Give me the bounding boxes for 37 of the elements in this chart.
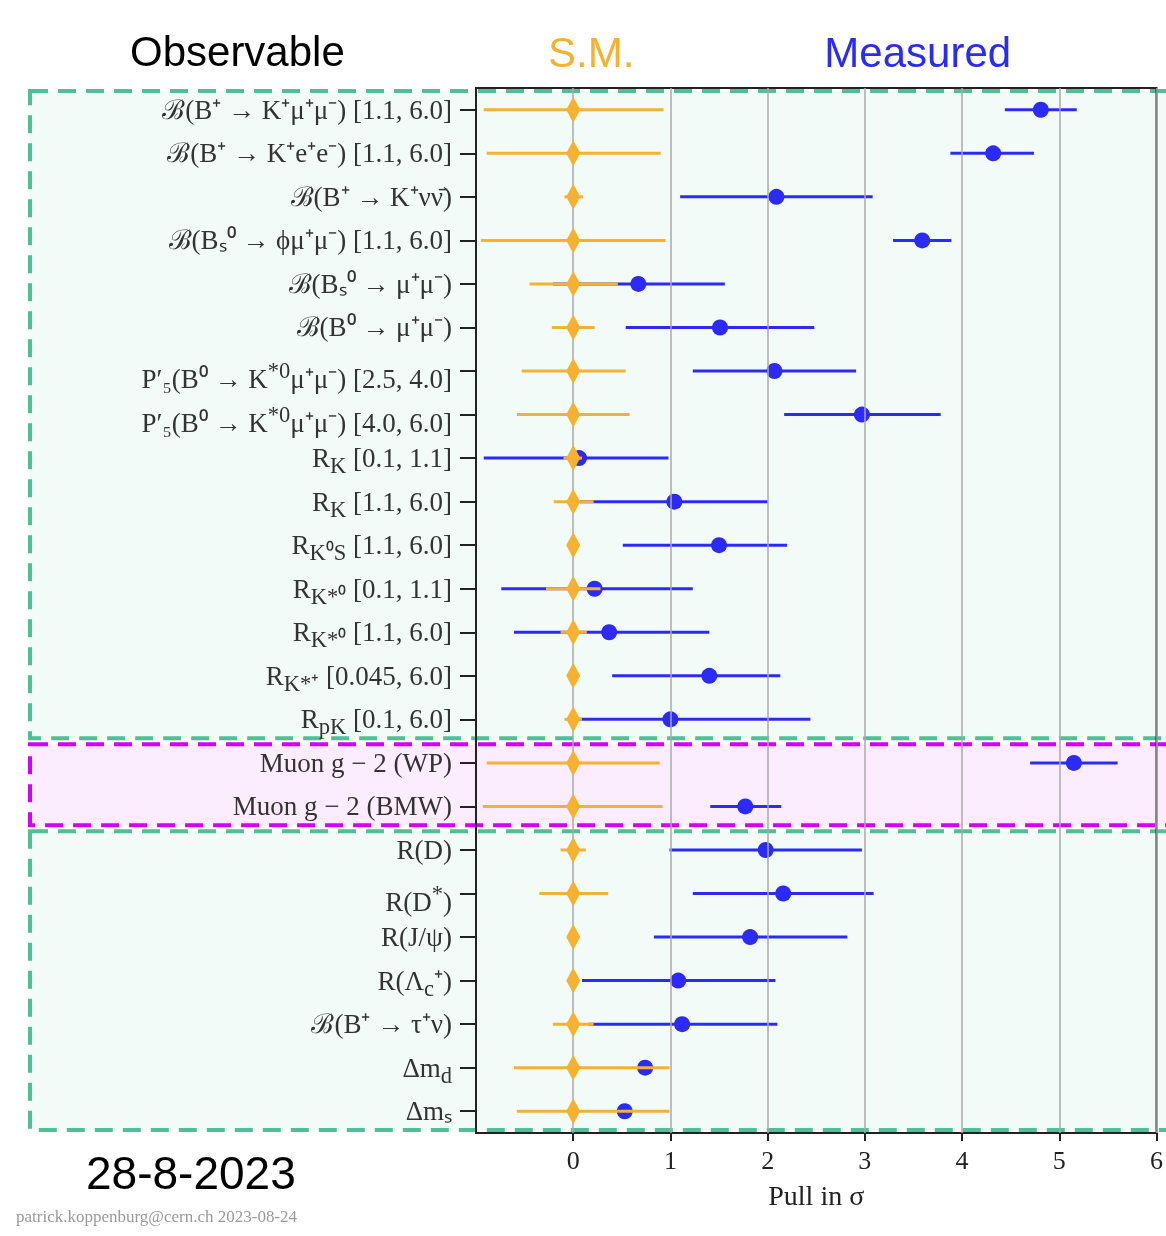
y-tick-label: R$_{K⁰S}$ [1.1, 6.0]: [291, 529, 452, 566]
y-tick-label: Δmₛ: [405, 1095, 452, 1128]
x-tick-label: 4: [955, 1145, 969, 1175]
text: patrick.koppenburg@cern.ch 2023-08-24: [16, 1207, 298, 1226]
y-tick-label: ℬ(Bₛ⁰ → ϕμ⁺μ⁻) [1.1, 6.0]: [168, 224, 452, 257]
y-tick-label: Muon g − 2 (WP): [259, 746, 452, 779]
x-tick-label: 5: [1052, 1145, 1066, 1175]
y-tick-label: ℬ(B⁺ → K⁺μ⁺μ⁻) [1.1, 6.0]: [162, 93, 452, 126]
y-tick-label: R(D): [396, 833, 452, 866]
series-label: S.M.: [548, 28, 635, 76]
y-tick-label: R(J/ψ): [381, 921, 452, 954]
y-tick-label: R$_{pK}$ [0.1, 6.0]: [300, 703, 452, 740]
x-axis-title: Pull in σ: [768, 1179, 865, 1211]
y-tick-label: ℬ(B⁺ → K⁺e⁺e⁻) [1.1, 6.0]: [167, 137, 452, 170]
y-axis-title: Observable: [130, 27, 345, 75]
y-tick-label: ℬ(Bₛ⁰ → μ⁺μ⁻): [288, 267, 452, 300]
x-tick-label: 0: [566, 1145, 580, 1175]
x-tick-label: 2: [761, 1145, 775, 1175]
y-tick-label: R$_{K*⁰}$ [0.1, 1.1]: [292, 572, 452, 610]
y-tick-label: ℬ(B⁺ → K⁺νν̄): [290, 180, 452, 213]
y-tick-label: R$_{K*⁺}$ [0.045, 6.0]: [265, 659, 452, 697]
x-tick-label: 3: [858, 1145, 872, 1175]
x-tick-label: 1: [663, 1145, 677, 1175]
y-tick-label: Muon g − 2 (BMW): [232, 790, 452, 823]
y-tick-label: P′₅(B⁰ → K$^{*0}$μ⁺μ⁻) [4.0, 6.0]: [141, 400, 452, 438]
x-tick-label: 6: [1150, 1145, 1163, 1175]
y-tick-label: R(Λ$_{c}$⁺): [377, 964, 452, 1001]
y-tick-label: R$_{K*⁰}$ [1.1, 6.0]: [292, 616, 452, 653]
y-tick-label: Δm$_{d}$: [402, 1051, 452, 1089]
y-tick-label: P′₅(B⁰ → K$^{*0}$μ⁺μ⁻) [2.5, 4.0]: [141, 357, 452, 395]
y-tick-label: ℬ(B⁺ → τ⁺ν): [311, 1008, 452, 1041]
y-tick-label: R$_{K}$ [0.1, 1.1]: [312, 442, 452, 479]
series-label: Measured: [824, 28, 1012, 76]
y-tick-label: R(D$^{*}$): [385, 879, 452, 917]
y-tick-label: R$_{K}$ [1.1, 6.0]: [312, 485, 452, 523]
y-tick-label: ℬ(B⁰ → μ⁺μ⁻): [296, 311, 452, 344]
text: 28-8-2023: [86, 1147, 296, 1199]
